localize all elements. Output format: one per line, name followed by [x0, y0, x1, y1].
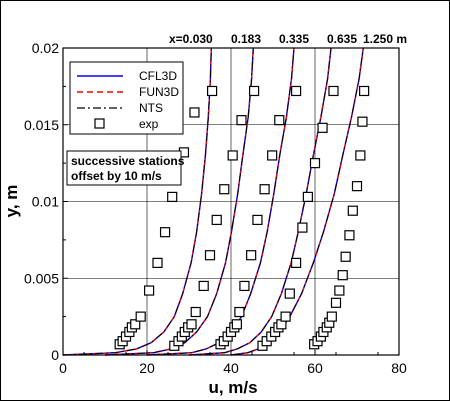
exp-marker: [190, 306, 201, 318]
legend-label-cfl3d: CFL3D: [139, 69, 177, 83]
exp-marker: [159, 227, 171, 238]
exp-marker: [355, 150, 366, 161]
exp-marker: [252, 214, 263, 226]
exp-marker: [167, 191, 178, 202]
exp-marker: [234, 306, 245, 318]
exp-marker: [259, 184, 270, 195]
exp-marker: [351, 181, 363, 192]
exp-marker: [291, 85, 302, 97]
exp-marker: [317, 122, 328, 133]
exp-marker: [337, 270, 348, 281]
exp-marker: [330, 297, 342, 308]
y-tick-label: 0.015: [24, 117, 59, 133]
exp-marker: [135, 311, 146, 322]
legend-label-exp: exp: [139, 117, 159, 131]
exp-marker: [347, 205, 358, 216]
legend-swatch-exp: [94, 118, 105, 129]
exp-marker: [359, 85, 370, 97]
exp-marker: [186, 319, 197, 330]
exp-marker: [344, 230, 355, 241]
station-label-5: 1.250 m: [363, 32, 407, 46]
exp-marker: [340, 251, 351, 262]
station-label-1: x=0.030: [169, 32, 213, 46]
nts-profile-line-4: [188, 47, 332, 356]
exp-marker: [302, 191, 313, 202]
y-tick-label: 0.02: [32, 40, 59, 56]
exp-marker: [198, 280, 209, 292]
exp-marker: [291, 257, 302, 268]
exp-marker: [239, 280, 250, 292]
station-label-3: 0.335: [279, 32, 309, 46]
offset-note-line-2: offset by 10 m/s: [71, 169, 162, 183]
exp-marker: [130, 319, 141, 330]
nts-profile-line-5: [230, 47, 364, 356]
fun3d-profile-line-2: [104, 47, 254, 356]
exp-marker: [334, 285, 345, 296]
x-tick-label: 0: [59, 360, 67, 376]
exp-marker: [249, 85, 260, 97]
station-label-4: 0.635: [327, 32, 357, 46]
x-tick-label: 60: [307, 360, 323, 376]
exp-marker: [309, 158, 321, 169]
exp-marker: [219, 184, 230, 195]
y-tick-label: 0: [51, 347, 59, 363]
exp-marker: [284, 288, 295, 299]
exp-marker: [280, 311, 291, 322]
exp-marker: [144, 285, 155, 296]
exp-marker: [227, 150, 238, 161]
y-axis-title: y, m: [2, 185, 21, 218]
exp-marker: [326, 311, 337, 322]
exp-marker: [211, 214, 222, 226]
legend-label-fun3d: FUN3D: [139, 85, 179, 99]
offset-note-line-1: successive stations: [71, 154, 185, 168]
offset-note-box: [66, 150, 182, 186]
exp-marker: [236, 115, 247, 126]
nts-profile-line-3: [146, 47, 295, 356]
y-tick-label: 0.01: [32, 194, 59, 210]
y-tick-label: 0.005: [24, 270, 59, 286]
exp-marker: [274, 115, 285, 126]
x-axis-title: u, m/s: [208, 378, 257, 397]
legend-box: [69, 61, 184, 135]
exp-markers: [114, 85, 370, 351]
x-tick-label: 80: [391, 360, 407, 376]
exp-marker: [297, 222, 308, 233]
exp-marker: [267, 150, 278, 161]
offset-note: successive stations offset by 10 m/s: [66, 150, 185, 186]
fun3d-profile-line-3: [146, 47, 295, 356]
x-tick-label: 40: [223, 360, 239, 376]
exp-marker: [204, 250, 216, 261]
nts-profile-line-1: [62, 47, 212, 356]
exp-marker: [246, 250, 257, 261]
exp-marker: [207, 85, 218, 97]
legend: CFL3D FUN3D NTS exp: [69, 61, 184, 135]
exp-marker: [189, 107, 200, 118]
exp-marker: [328, 85, 339, 97]
exp-marker: [152, 257, 163, 268]
legend-label-nts: NTS: [139, 101, 163, 115]
exp-marker: [231, 319, 242, 330]
station-label-2: 0.183: [231, 32, 261, 46]
x-tick-label: 20: [139, 360, 155, 376]
axis-ticks: 0 20 40 60 80 0 0.005 0.01 0.015 0.02: [24, 40, 407, 376]
exp-marker: [357, 116, 368, 127]
